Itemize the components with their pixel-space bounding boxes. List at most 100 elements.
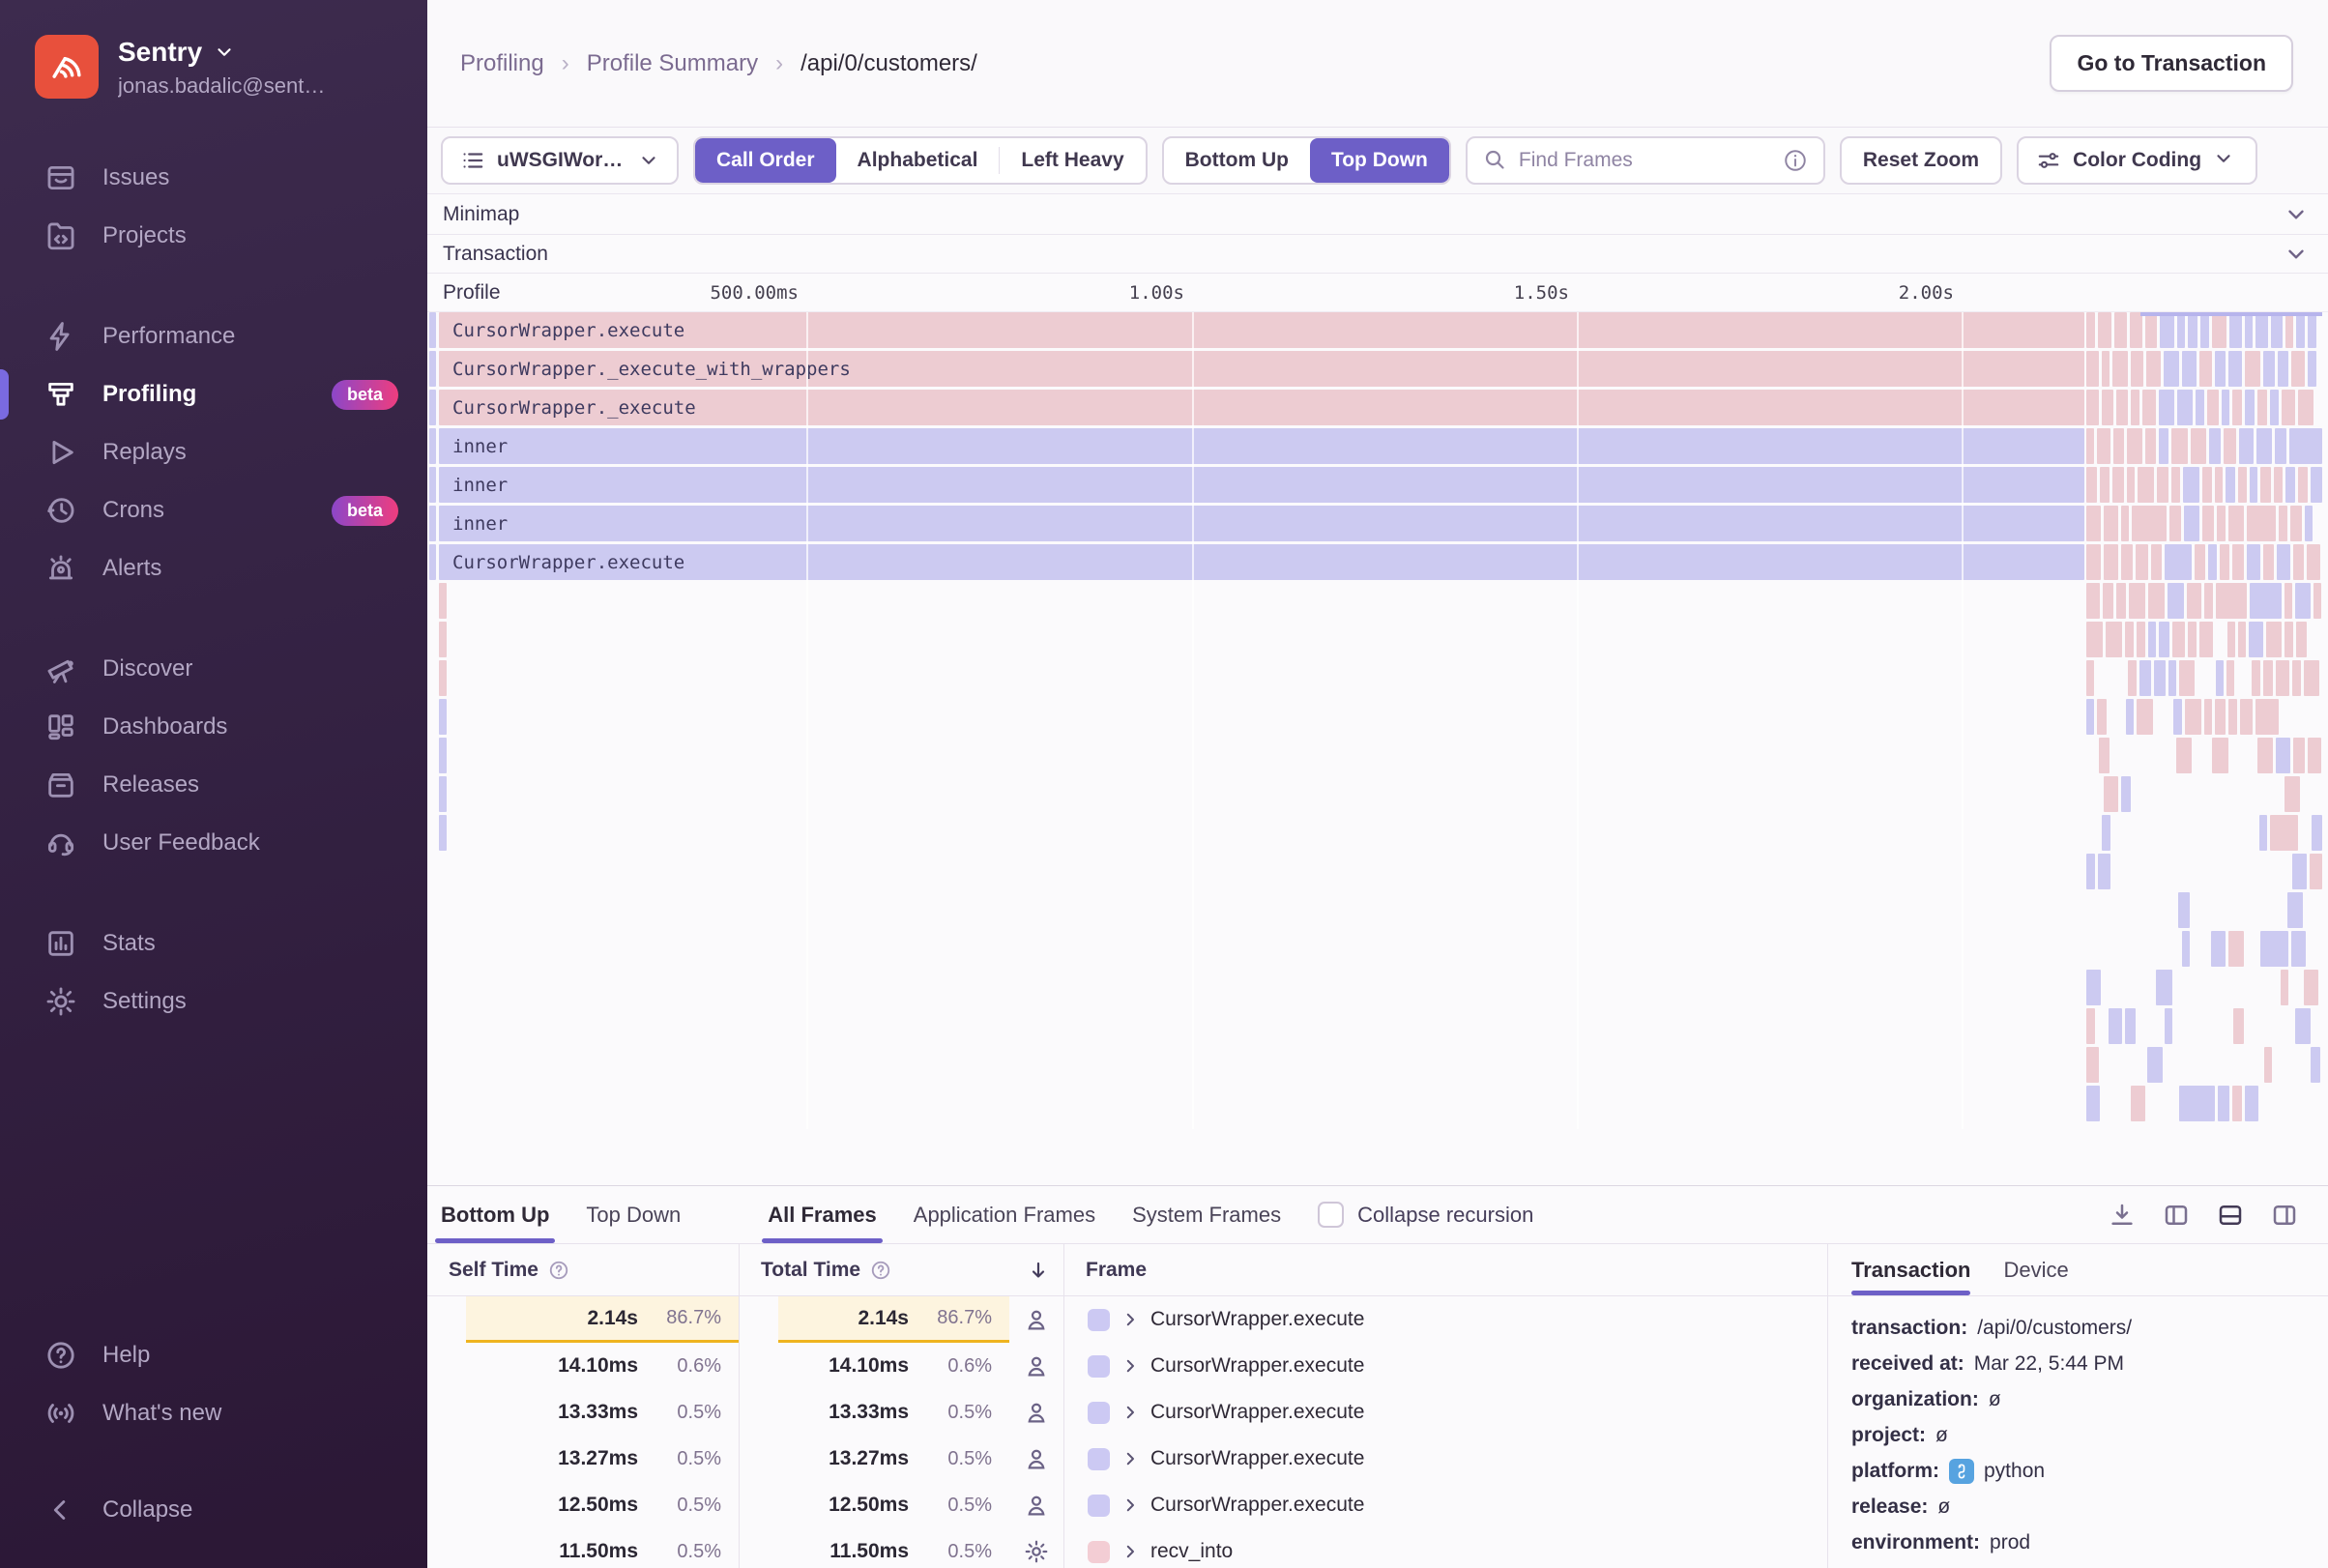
- flame-frame[interactable]: [2086, 583, 2100, 619]
- flame-frame[interactable]: [2116, 390, 2128, 425]
- flame-frame[interactable]: [2271, 312, 2283, 348]
- flame-frame[interactable]: [439, 660, 447, 696]
- flame-frame[interactable]: inner: [439, 506, 2084, 541]
- segment-alphabetical[interactable]: Alphabetical: [857, 149, 978, 171]
- flame-frame[interactable]: [2188, 312, 2197, 348]
- flame-frame[interactable]: [2146, 351, 2161, 387]
- flame-frame[interactable]: [2257, 390, 2267, 425]
- flame-frame[interactable]: [2086, 1086, 2100, 1121]
- flame-frame[interactable]: [2097, 428, 2110, 464]
- flame-frame[interactable]: [2125, 622, 2134, 657]
- table-row[interactable]: 11.50ms 0.5%: [740, 1528, 1063, 1568]
- sidebar-item-what-s-new[interactable]: What's new: [0, 1384, 427, 1442]
- flame-frame[interactable]: [2098, 854, 2110, 889]
- collapse-recursion-checkbox[interactable]: [1318, 1202, 1345, 1228]
- flame-frame[interactable]: [2188, 622, 2197, 657]
- flame-frame[interactable]: [2298, 390, 2313, 425]
- flame-frame[interactable]: [2249, 622, 2263, 657]
- flame-frame[interactable]: [2102, 815, 2110, 851]
- flame-frame[interactable]: [2159, 390, 2174, 425]
- flame-frame[interactable]: [2227, 622, 2235, 657]
- flame-frame[interactable]: [429, 390, 436, 425]
- flame-frame[interactable]: [2200, 312, 2209, 348]
- flame-frame[interactable]: [2207, 390, 2219, 425]
- flame-frame[interactable]: [2263, 660, 2273, 696]
- flame-frame[interactable]: [2086, 467, 2097, 503]
- tab-bottom-up[interactable]: Bottom Up: [434, 1186, 556, 1243]
- chevron-right-icon[interactable]: [1121, 1496, 1139, 1514]
- table-row[interactable]: 11.50ms 0.5%: [427, 1528, 739, 1568]
- table-row[interactable]: 13.27ms 0.5%: [740, 1436, 1063, 1482]
- frame-color-swatch[interactable]: [1088, 1494, 1110, 1517]
- chevron-right-icon[interactable]: [1121, 1450, 1139, 1467]
- sidebar-item-user-feedback[interactable]: User Feedback: [0, 814, 427, 872]
- flame-frame[interactable]: [2307, 544, 2320, 580]
- flame-frame[interactable]: [2260, 931, 2288, 967]
- flame-frame[interactable]: [2292, 854, 2307, 889]
- flame-frame[interactable]: [2178, 892, 2190, 928]
- flame-frame[interactable]: [2212, 738, 2228, 773]
- frame-header[interactable]: Frame: [1064, 1244, 1827, 1296]
- flame-frame[interactable]: [2109, 1008, 2122, 1044]
- flame-frame[interactable]: [2257, 738, 2273, 773]
- flame-frame[interactable]: [2129, 583, 2145, 619]
- flame-frame[interactable]: [2128, 660, 2137, 696]
- flame-frame[interactable]: [2114, 312, 2127, 348]
- flame-frame[interactable]: [439, 776, 447, 812]
- flame-frame[interactable]: [2191, 428, 2206, 464]
- table-row[interactable]: 13.33ms 0.5%: [740, 1389, 1063, 1436]
- flame-frame[interactable]: inner: [439, 428, 2084, 464]
- flame-frame[interactable]: [2224, 428, 2236, 464]
- flame-frame[interactable]: [2100, 467, 2110, 503]
- flame-frame[interactable]: [2263, 351, 2275, 387]
- flame-frame[interactable]: [2228, 699, 2237, 735]
- sidebar-item-issues[interactable]: Issues: [0, 149, 427, 207]
- flame-frame[interactable]: [2160, 312, 2174, 348]
- flame-frame[interactable]: [2295, 583, 2311, 619]
- flame-frame[interactable]: [2154, 660, 2166, 696]
- flame-frame[interactable]: [2179, 1086, 2215, 1121]
- table-row[interactable]: recv_into: [1064, 1528, 1827, 1568]
- sidebar-item-discover[interactable]: Discover: [0, 640, 427, 698]
- flame-frame[interactable]: [2204, 699, 2212, 735]
- flame-frame[interactable]: [2131, 1086, 2145, 1121]
- color-coding-button[interactable]: Color Coding: [2017, 136, 2258, 185]
- frame-color-swatch[interactable]: [1088, 1401, 1110, 1424]
- flame-frame[interactable]: [2086, 428, 2094, 464]
- flame-frame[interactable]: [2218, 1086, 2229, 1121]
- flame-frame[interactable]: [2298, 467, 2308, 503]
- sidebar-item-dashboards[interactable]: Dashboards: [0, 698, 427, 756]
- flame-frame[interactable]: [2182, 351, 2197, 387]
- chevron-down-icon[interactable]: [2284, 242, 2309, 267]
- sidebar-item-alerts[interactable]: Alerts: [0, 539, 427, 597]
- breadcrumb-profiling[interactable]: Profiling: [460, 49, 544, 76]
- flame-frame[interactable]: [2121, 544, 2133, 580]
- sidebar-item-performance[interactable]: Performance: [0, 307, 427, 365]
- flame-frame[interactable]: [2245, 312, 2253, 348]
- flame-frame[interactable]: [2226, 660, 2234, 696]
- flame-frame[interactable]: [2209, 428, 2221, 464]
- flame-frame[interactable]: [2183, 467, 2199, 503]
- flame-frame[interactable]: [2284, 622, 2293, 657]
- flame-frame[interactable]: [2097, 699, 2107, 735]
- flame-frame[interactable]: [2291, 351, 2305, 387]
- flame-frame[interactable]: [2276, 660, 2289, 696]
- flame-frame[interactable]: [2106, 622, 2122, 657]
- flame-frame[interactable]: [2310, 854, 2322, 889]
- flame-frame[interactable]: [2145, 312, 2157, 348]
- flame-frame[interactable]: [429, 312, 436, 348]
- flame-frame[interactable]: [2179, 660, 2195, 696]
- details-tab-device[interactable]: Device: [2003, 1257, 2069, 1282]
- table-row[interactable]: CursorWrapper.execute: [1064, 1482, 1827, 1528]
- flame-frame[interactable]: [2289, 428, 2322, 464]
- flame-frame[interactable]: [2270, 390, 2279, 425]
- flame-frame[interactable]: [2202, 467, 2212, 503]
- flame-frame[interactable]: [2159, 428, 2168, 464]
- flame-frame[interactable]: [2217, 506, 2226, 541]
- flame-frame[interactable]: [2287, 892, 2303, 928]
- flame-frame[interactable]: [2228, 351, 2242, 387]
- flame-frame[interactable]: [2169, 506, 2181, 541]
- flame-frame[interactable]: [2086, 506, 2101, 541]
- tab-system-frames[interactable]: System Frames: [1132, 1202, 1282, 1227]
- flame-frame[interactable]: [2215, 699, 2226, 735]
